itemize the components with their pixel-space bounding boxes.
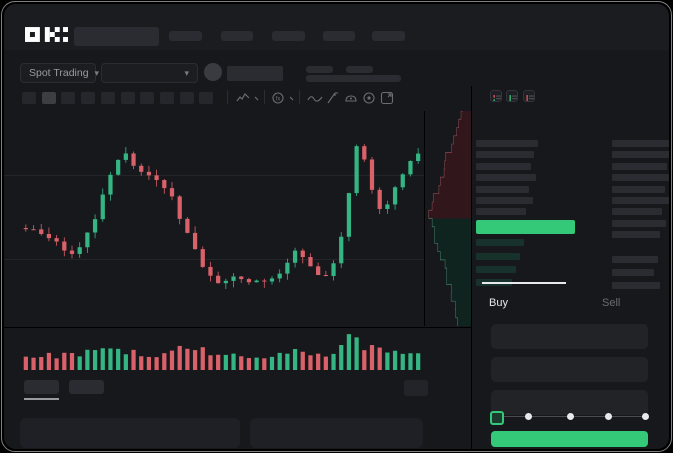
svg-text:fx: fx (276, 97, 281, 103)
